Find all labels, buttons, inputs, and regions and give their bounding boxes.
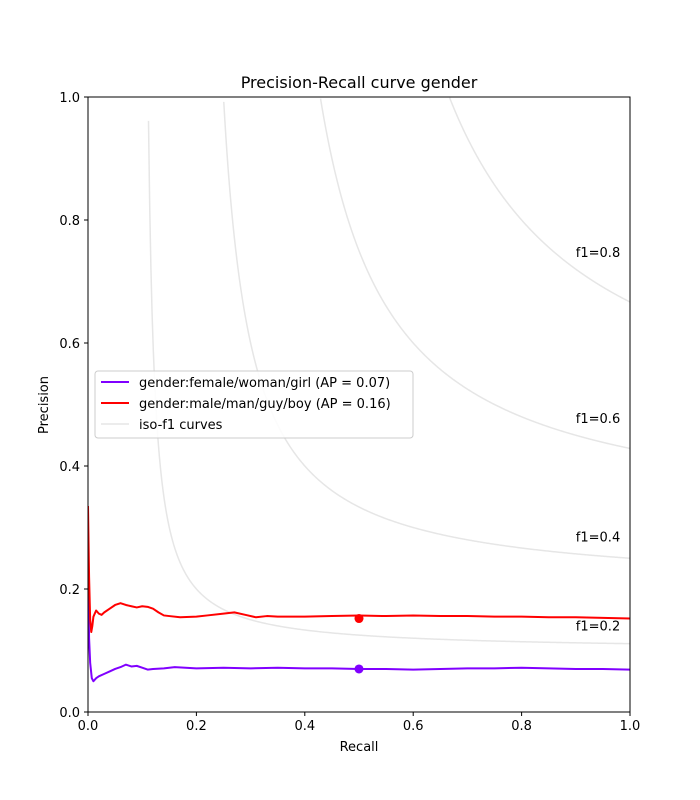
y-tick-label: 0.2: [59, 583, 80, 598]
iso-f1-curve: [223, 101, 630, 559]
y-tick-label: 0.4: [59, 460, 80, 475]
iso-f1-label: f1=0.4: [576, 531, 620, 546]
plot-area: f1=0.2 f1=0.4 f1=0.6 f1=0.8 0.0 0.2 0.4 0.6 0.8 1…: [59, 91, 640, 734]
x-tick-label: 0.0: [78, 719, 99, 734]
x-tick-label: 0.2: [186, 719, 207, 734]
x-axis-label: Recall: [340, 740, 379, 755]
axes-frame: [87, 96, 631, 713]
legend-entry: gender:female/woman/girl (AP = 0.07): [139, 376, 390, 391]
y-tick-label: 0.6: [59, 337, 80, 352]
y-tick-label: 0.0: [59, 706, 80, 721]
iso-f1-label: f1=0.2: [576, 620, 620, 635]
iso-f1-curve: [319, 98, 630, 450]
x-tick-label: 1.0: [620, 719, 641, 734]
series-marker-2: [354, 614, 364, 624]
legend-entry: gender:male/man/guy/boy (AP = 0.16): [139, 397, 391, 412]
iso-f1-label: f1=0.8: [576, 246, 620, 261]
x-tick-label: 0.4: [294, 719, 315, 734]
x-tick-label: 0.8: [511, 719, 532, 734]
y-tick-label: 0.8: [59, 214, 80, 229]
legend: gender:female/woman/girl (AP = 0.07) gend…: [94, 370, 414, 439]
series-marker-1: [354, 664, 364, 674]
chart-title: Precision-Recall curve gender: [241, 73, 478, 92]
legend-entry: iso-f1 curves: [139, 418, 223, 433]
y-tick-label: 1.0: [59, 91, 80, 106]
iso-f1-curve: [448, 97, 630, 303]
series-line-2: [88, 505, 630, 634]
series-line-1: [88, 564, 630, 683]
y-axis-label: Precision: [37, 376, 52, 434]
x-tick-label: 0.6: [403, 719, 424, 734]
iso-f1-curve: [147, 120, 630, 645]
legend-box: [94, 370, 414, 439]
iso-f1-label: f1=0.6: [576, 412, 620, 427]
